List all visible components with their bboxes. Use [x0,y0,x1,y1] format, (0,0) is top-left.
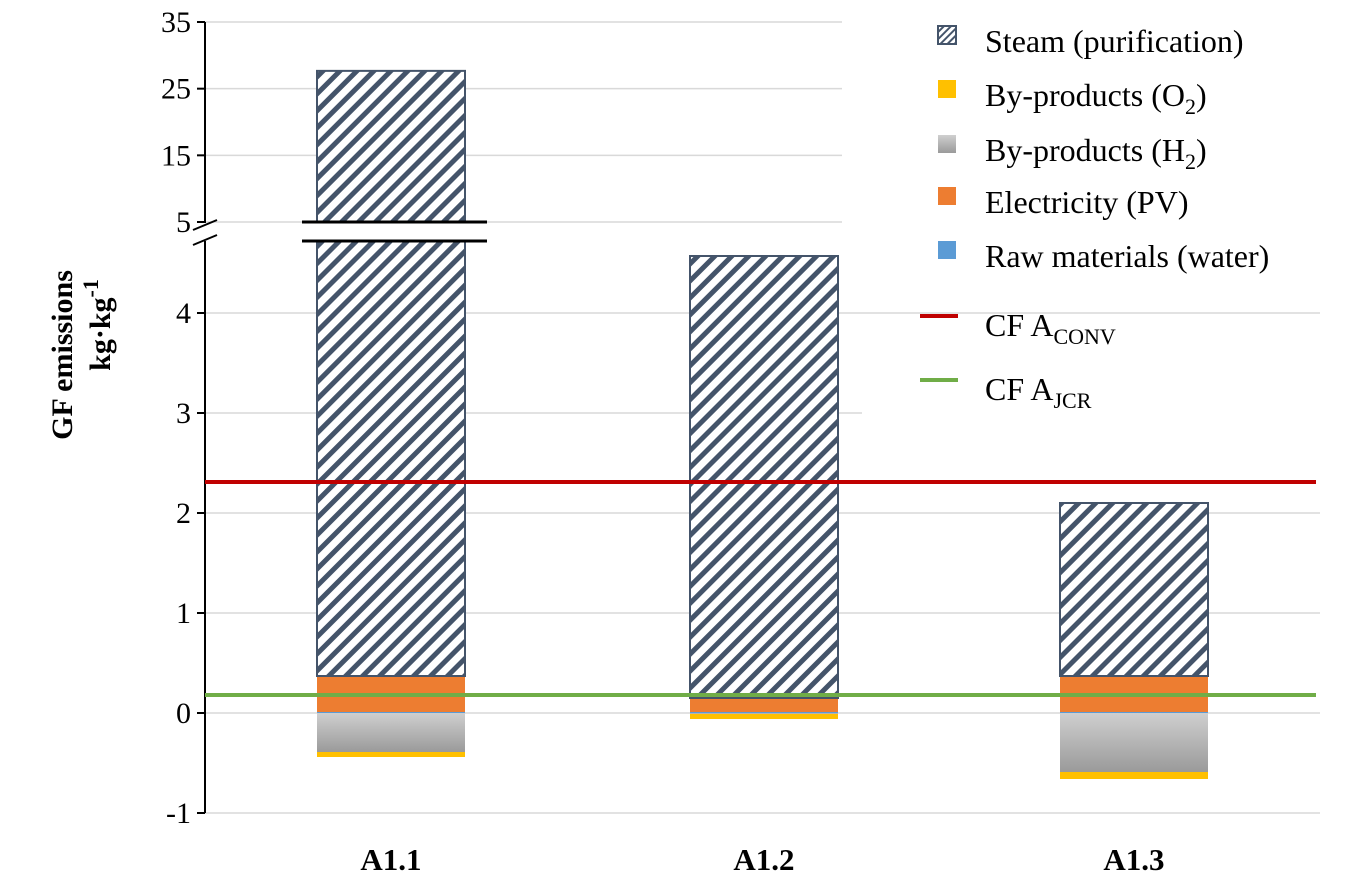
bar-segment-steam [316,69,466,223]
bar-segment-steam [1059,502,1209,677]
bars [316,69,1209,779]
legend-label-text: CF A [985,307,1053,343]
y-tick-label: 15 [161,139,191,172]
legend-label-subscript: JCR [1053,388,1091,413]
bar-segment-steam [689,255,839,699]
legend-label: By-products (O2) [985,77,1207,119]
legend-label: Electricity (PV) [985,184,1188,220]
x-category-label: A1.1 [360,842,421,877]
legend-label: Raw materials (water) [985,238,1269,274]
legend-label-subscript: 2 [1185,94,1196,119]
x-category-label: A1.3 [1103,842,1164,877]
bar-segment-o2 [1060,772,1208,779]
legend-label: CF ACONV [985,307,1116,349]
y-axis-title-line1: GF emissions [46,270,79,440]
bar-segment-raw-materials [1060,712,1208,713]
reference-lines [205,480,1316,697]
bar-segment-o2 [317,752,465,757]
x-category-label: A1.2 [733,842,794,877]
bar-segment-h2 [317,713,465,752]
tick-labels: -1 0 1 2 3 4 5 15 25 35 [161,6,191,830]
y-axis-title-unit: kg·kg [84,297,117,370]
legend-label-text: By-products (O [985,77,1185,113]
bar-segment-o2 [690,714,838,719]
legend-label-subscript: CONV [1053,324,1115,349]
y-axis-title-line2: kg·kg-1 [78,279,117,371]
y-tick-label: 1 [176,597,191,630]
legend-label-text: CF A [985,371,1053,407]
legend-label-text: Raw materials (water) [985,238,1269,274]
y-tick-label: 4 [176,297,191,330]
bar-segment-electricity [690,698,838,712]
legend-label: Steam (purification) [985,23,1244,59]
bar-segment-raw-materials [317,712,465,713]
y-axis-title: GF emissions kg·kg-1 [46,270,117,440]
axis-break-gap [191,223,491,240]
y-axis-title-exponent: -1 [78,279,103,297]
y-tick-label: 5 [176,206,191,239]
legend-label: CF AJCR [985,371,1092,413]
axis-break-mark [192,234,218,246]
legend-label-text: Steam (purification) [985,23,1244,59]
legend-label-text: Electricity (PV) [985,184,1188,220]
axis-break-mark [192,219,218,231]
legend-label-tail: ) [1196,132,1207,168]
axis-break [191,219,491,246]
y-tick-label: 2 [176,497,191,530]
bar-segment-h2 [690,713,838,714]
bar-segment-steam [316,240,466,677]
bar-segment-raw-materials [690,712,838,713]
legend-swatch [938,187,956,205]
legend-swatch [938,80,956,98]
y-tick-label: -1 [166,797,191,830]
bar-segment-h2 [1060,713,1208,772]
y-axis [197,21,206,814]
legend-label-subscript: 2 [1185,149,1196,174]
legend-label-text: By-products (H [985,132,1185,168]
legend-swatch-steam [937,25,957,45]
legend-label-tail: ) [1196,77,1207,113]
y-tick-label: 3 [176,397,191,430]
legend-label: By-products (H2) [985,132,1207,174]
y-tick-label: 25 [161,73,191,106]
y-tick-label: 35 [161,6,191,39]
legend-swatch-h2 [938,135,956,153]
category-labels: A1.1 A1.2 A1.3 [360,842,1164,877]
y-tick-label: 0 [176,697,191,730]
legend-swatch [938,241,956,259]
legend: Steam (purification)By-products (O2)By-p… [920,23,1269,413]
